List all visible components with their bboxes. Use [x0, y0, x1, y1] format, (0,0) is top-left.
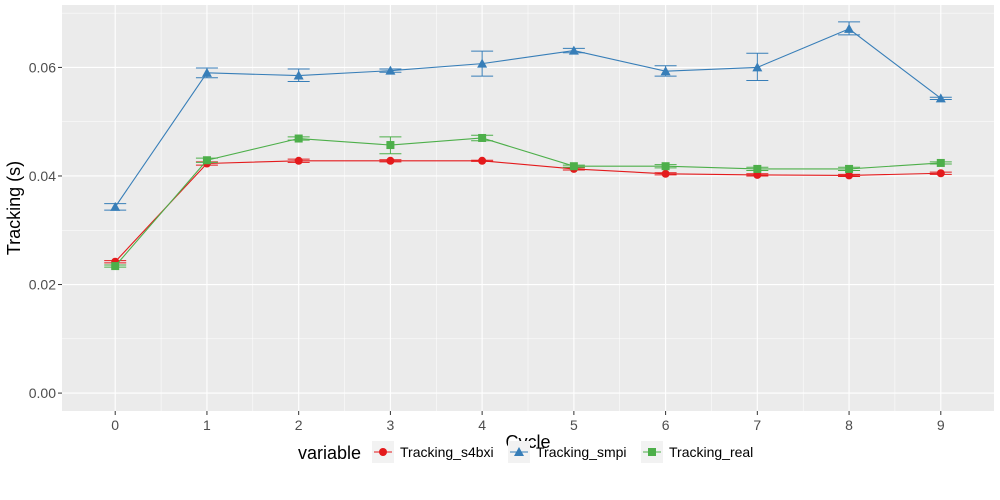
y-tick-label: 0.06 — [29, 59, 56, 75]
axes: 0.00 0.02 0.04 0.06 0 1 2 3 4 5 6 7 8 9 — [29, 59, 945, 433]
data-point — [568, 45, 579, 55]
series-Tracking_real — [104, 133, 952, 271]
legend-title: variable — [298, 443, 361, 463]
series-line — [114, 137, 941, 267]
data-point — [294, 156, 303, 165]
data-point — [935, 93, 946, 103]
data-point — [660, 66, 671, 76]
x-tick-label: 8 — [845, 417, 853, 433]
data-point — [202, 156, 211, 165]
data-point — [293, 70, 304, 80]
legend-key-marker — [514, 447, 524, 456]
x-tick-label: 7 — [753, 417, 761, 433]
legend-item-Tracking_real: Tracking_real — [641, 441, 753, 463]
y-tick-label: 0.04 — [29, 168, 56, 184]
series-group — [104, 21, 952, 271]
data-point — [752, 62, 763, 72]
data-point — [386, 156, 395, 165]
data-point — [661, 169, 670, 178]
data-point — [478, 133, 487, 142]
x-tick-label: 3 — [387, 417, 395, 433]
legend-item-Tracking_s4bxi: Tracking_s4bxi — [372, 441, 494, 463]
y-tick-label: 0.02 — [29, 277, 56, 293]
legend-item-Tracking_smpi: Tracking_smpi — [508, 441, 627, 463]
data-point — [845, 171, 854, 180]
legend-label: Tracking_real — [669, 444, 753, 460]
y-tick-label: 0.00 — [29, 385, 56, 401]
data-point — [111, 262, 120, 271]
x-tick-label: 6 — [662, 417, 670, 433]
data-point — [569, 162, 578, 171]
legend-label: Tracking_s4bxi — [400, 444, 494, 460]
data-point — [386, 141, 395, 150]
data-point — [294, 134, 303, 143]
series-Tracking_smpi — [104, 21, 952, 211]
legend-label: Tracking_smpi — [536, 444, 627, 460]
data-point — [110, 201, 121, 211]
x-tick-label: 4 — [478, 417, 486, 433]
series-line — [114, 160, 941, 263]
data-point — [845, 164, 854, 173]
data-point — [661, 162, 670, 171]
x-tick-label: 2 — [295, 417, 303, 433]
x-tick-label: 0 — [111, 417, 119, 433]
legend: variable Tracking_s4bxi Tracking_smpi Trac… — [298, 441, 753, 463]
x-tick-label: 9 — [937, 417, 945, 433]
series-line — [114, 28, 942, 208]
data-point — [385, 65, 396, 75]
data-point — [477, 58, 488, 68]
legend-key-marker — [379, 448, 387, 456]
gridlines — [62, 5, 994, 411]
x-tick-label: 1 — [203, 417, 211, 433]
data-point — [936, 169, 945, 178]
data-point — [753, 164, 762, 173]
data-point — [478, 156, 487, 165]
data-point — [844, 23, 855, 33]
data-point — [201, 67, 212, 77]
x-tick-label: 5 — [570, 417, 578, 433]
legend-key-marker — [648, 448, 656, 456]
y-axis-title: Tracking (s) — [4, 161, 24, 255]
data-point — [936, 158, 945, 167]
